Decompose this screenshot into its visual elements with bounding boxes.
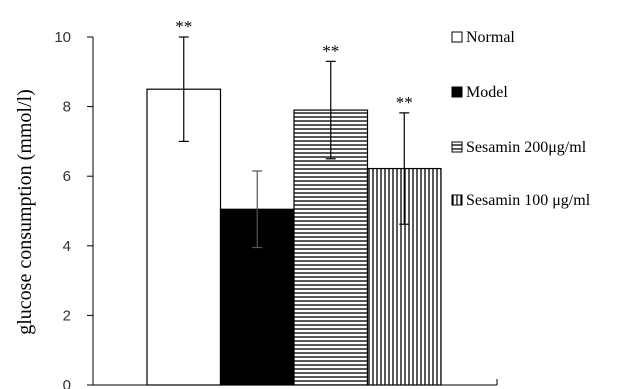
y-tick-label: 0 <box>63 377 71 389</box>
bars: ** ** ** <box>146 17 442 386</box>
legend-label: Model <box>466 84 508 101</box>
y-tick-label: 6 <box>63 168 71 185</box>
legend-label: Sesamin 200μg/ml <box>466 139 587 156</box>
legend: Normal Model Sesamin 200μg/ml Sesamin 100 μ… <box>451 29 591 209</box>
y-tick-label: 8 <box>63 99 71 116</box>
legend-swatch <box>451 194 463 206</box>
legend-label: Normal <box>466 29 515 46</box>
y-axis-label: glucose consumption (mmol/l) <box>14 89 36 335</box>
legend-swatch <box>451 141 463 153</box>
y-tick-label: 4 <box>63 238 71 255</box>
legend-swatch <box>451 31 463 43</box>
significance-label: ** <box>396 93 413 112</box>
legend-swatch <box>451 86 463 98</box>
y-tick-label: 2 <box>63 307 71 324</box>
legend-label: Sesamin 100 μg/ml <box>466 192 591 209</box>
y-tick-label: 10 <box>54 29 71 46</box>
significance-label: ** <box>175 17 192 36</box>
significance-label: ** <box>322 41 339 60</box>
